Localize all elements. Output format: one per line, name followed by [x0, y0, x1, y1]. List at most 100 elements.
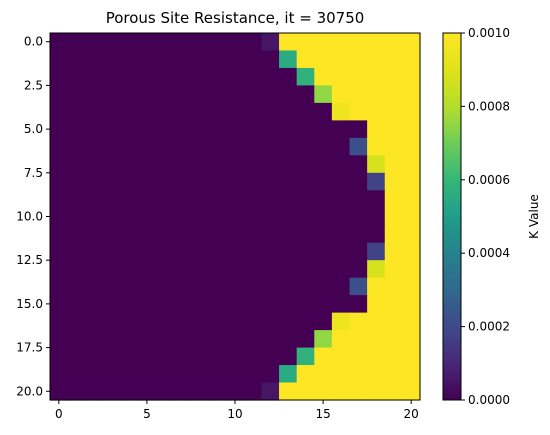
- heatmap-cell: [85, 382, 104, 401]
- heatmap-cell: [208, 137, 227, 156]
- heatmap-cell: [384, 225, 403, 244]
- heatmap-cell: [102, 242, 122, 261]
- heatmap-cell: [102, 190, 122, 209]
- heatmap-cell: [384, 312, 403, 331]
- heatmap-cell: [243, 242, 263, 261]
- heatmap-cell: [226, 207, 245, 226]
- heatmap-cell: [85, 67, 104, 87]
- colorbar: 0.0000 0.0002 0.0004 0.0006 0.0008 0.0010 K V…: [442, 26, 541, 407]
- heatmap-cell: [402, 330, 421, 349]
- heatmap-cell: [173, 102, 192, 121]
- heatmap-cell: [155, 137, 174, 156]
- heatmap-cell: [367, 190, 386, 209]
- x-tick-label: 15: [315, 407, 330, 421]
- heatmap-cell: [314, 347, 333, 366]
- heatmap-cell: [261, 260, 280, 279]
- heatmap-cell: [314, 102, 333, 121]
- heatmap-cell: [85, 33, 104, 52]
- heatmap-cell: [331, 207, 351, 226]
- heatmap-cell: [85, 85, 104, 104]
- heatmap-cell: [50, 67, 69, 87]
- heatmap-cell: [67, 172, 86, 191]
- heatmap-cell: [367, 120, 386, 139]
- heatmap-cell: [173, 137, 192, 156]
- heatmap-cell: [279, 120, 298, 139]
- heatmap-cell: [279, 365, 298, 384]
- heatmap-cell: [243, 225, 263, 244]
- heatmap-cell: [120, 172, 139, 191]
- heatmap-cell: [384, 347, 403, 366]
- heatmap-cell: [243, 67, 263, 87]
- heatmap-cell: [402, 277, 421, 296]
- heatmap-cell: [50, 382, 69, 401]
- heatmap-cell: [367, 312, 386, 331]
- heatmap-cell: [50, 242, 69, 261]
- heatmap-cell: [173, 225, 192, 244]
- heatmap-cell: [138, 260, 157, 279]
- heatmap-cell: [155, 365, 174, 384]
- heatmap-cell: [120, 382, 139, 401]
- heatmap-cell: [190, 120, 210, 139]
- heatmap-cell: [120, 155, 139, 174]
- heatmap-cell: [226, 347, 245, 366]
- heatmap-cell: [50, 120, 69, 139]
- heatmap-cell: [314, 207, 333, 226]
- heatmap-cell: [85, 330, 104, 349]
- heatmap-cell: [402, 67, 421, 87]
- heatmap-cell: [120, 67, 139, 87]
- heatmap-cell: [314, 85, 333, 104]
- heatmap-cell: [331, 242, 351, 261]
- heatmap-cell: [349, 365, 368, 384]
- heatmap-cell: [279, 172, 298, 191]
- heatmap-cell: [155, 67, 174, 87]
- heatmap-cell: [120, 102, 139, 121]
- heatmap-cell: [190, 207, 210, 226]
- heatmap-cell: [349, 277, 368, 296]
- heatmap-cell: [173, 382, 192, 401]
- heatmap-cell: [155, 85, 174, 104]
- heatmap-cell: [384, 137, 403, 156]
- heatmap-cell: [261, 207, 280, 226]
- heatmap-cell: [138, 33, 157, 52]
- heatmap-cell: [85, 207, 104, 226]
- heatmap-cell: [208, 155, 227, 174]
- heatmap-cell: [349, 260, 368, 279]
- heatmap-cell: [85, 242, 104, 261]
- heatmap-cell: [85, 137, 104, 156]
- heatmap-cell: [67, 190, 86, 209]
- heatmap-cell: [384, 50, 403, 69]
- x-tick-label: 10: [227, 407, 242, 421]
- heatmap-cell: [296, 365, 315, 384]
- heatmap-cell: [314, 312, 333, 331]
- heatmap-cell: [155, 347, 174, 366]
- heatmap-cell: [208, 347, 227, 366]
- heatmap-cell: [243, 172, 263, 191]
- heatmap-cell: [190, 330, 210, 349]
- heatmap-cell: [155, 295, 174, 314]
- heatmap-cell: [85, 155, 104, 174]
- heatmap-cell: [190, 260, 210, 279]
- heatmap-cell: [226, 260, 245, 279]
- heatmap-cell: [384, 260, 403, 279]
- heatmap-cell: [190, 225, 210, 244]
- heatmap-cell: [173, 207, 192, 226]
- heatmap-cell: [402, 347, 421, 366]
- heatmap-cell: [243, 365, 263, 384]
- heatmap-cell: [85, 295, 104, 314]
- colorbar-gradient: [443, 33, 461, 400]
- heatmap-cell: [67, 365, 86, 384]
- heatmap-cell: [67, 137, 86, 156]
- heatmap-cell: [208, 312, 227, 331]
- heatmap-cell: [190, 50, 210, 69]
- heatmap-cell: [331, 155, 351, 174]
- heatmap-cell: [190, 33, 210, 52]
- heatmap-cell: [279, 67, 298, 87]
- heatmap-cell: [67, 85, 86, 104]
- heatmap-cell: [50, 330, 69, 349]
- heatmap-cell: [314, 137, 333, 156]
- heatmap-cell: [296, 155, 315, 174]
- heatmap-cell: [190, 295, 210, 314]
- heatmap-cell: [296, 330, 315, 349]
- heatmap-cell: [120, 207, 139, 226]
